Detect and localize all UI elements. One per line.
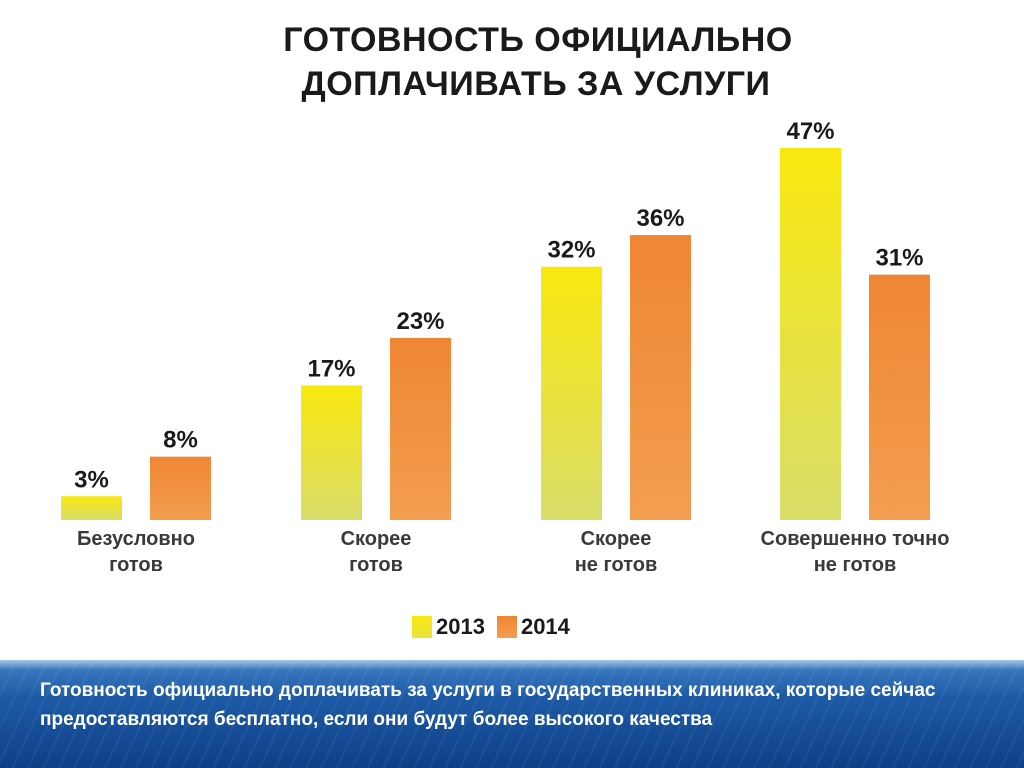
chart-title: ГОТОВНОСТЬ ОФИЦИАЛЬНО ДОПЛАЧИВАТЬ ЗА УСЛ…: [0, 18, 1024, 106]
legend-swatch-2014: [496, 616, 517, 638]
chart-title-line-1: ГОТОВНОСТЬ ОФИЦИАЛЬНО: [283, 21, 793, 59]
category-label-1: Безусловно готов: [77, 528, 195, 576]
legend: 2013 2014: [412, 612, 570, 642]
bar-2013-cat-1: [61, 496, 122, 520]
bar-2013-cat-4: [780, 148, 841, 520]
legend-item-2013: 2013: [412, 614, 485, 640]
value-label-2013-cat-4: 47%: [786, 118, 834, 145]
value-label-2013-cat-3: 32%: [547, 237, 595, 264]
category-label-2: Скорее готов: [341, 528, 412, 576]
value-label-2013-cat-2: 17%: [307, 355, 355, 382]
chart-title-line-2: ДОПЛАЧИВАТЬ ЗА УСЛУГИ: [301, 65, 771, 103]
legend-label-2013: 2013: [436, 614, 485, 639]
value-label-2014-cat-3: 36%: [636, 205, 684, 232]
bar-2014-cat-1: [150, 456, 211, 520]
category-labels-layer: Безусловно готов Скорее готов Скорее не готов…: [77, 528, 949, 576]
legend-swatch-2013: [412, 616, 432, 638]
bar-2014-cat-3: [630, 235, 691, 520]
legend-label-2014: 2014: [520, 614, 570, 639]
value-label-2014-cat-2: 23%: [396, 308, 444, 335]
bar-2014-cat-4: [869, 274, 930, 520]
legend-item-2014: 2014: [496, 614, 570, 640]
category-label-3: Скорее не готов: [575, 528, 658, 576]
category-label-4: Совершенно точно не готов: [761, 528, 950, 576]
bar-2013-cat-3: [541, 266, 602, 520]
value-label-2014-cat-1: 8%: [163, 427, 198, 454]
bars-layer: [61, 148, 930, 520]
value-label-2013-cat-1: 3%: [74, 466, 109, 493]
value-label-2014-cat-4: 31%: [875, 245, 923, 272]
caption-text: Готовность официально доплачивать за усл…: [40, 680, 936, 730]
bar-chart: 3% 8% 17% 23% 32% 36% 47% 31% Безусловно готов Ск…: [61, 118, 949, 576]
caption-band: [0, 660, 1024, 768]
bar-2014-cat-2: [390, 337, 451, 520]
bar-2013-cat-2: [301, 385, 362, 520]
value-labels-layer: 3% 8% 17% 23% 32% 36% 47% 31%: [74, 118, 923, 493]
